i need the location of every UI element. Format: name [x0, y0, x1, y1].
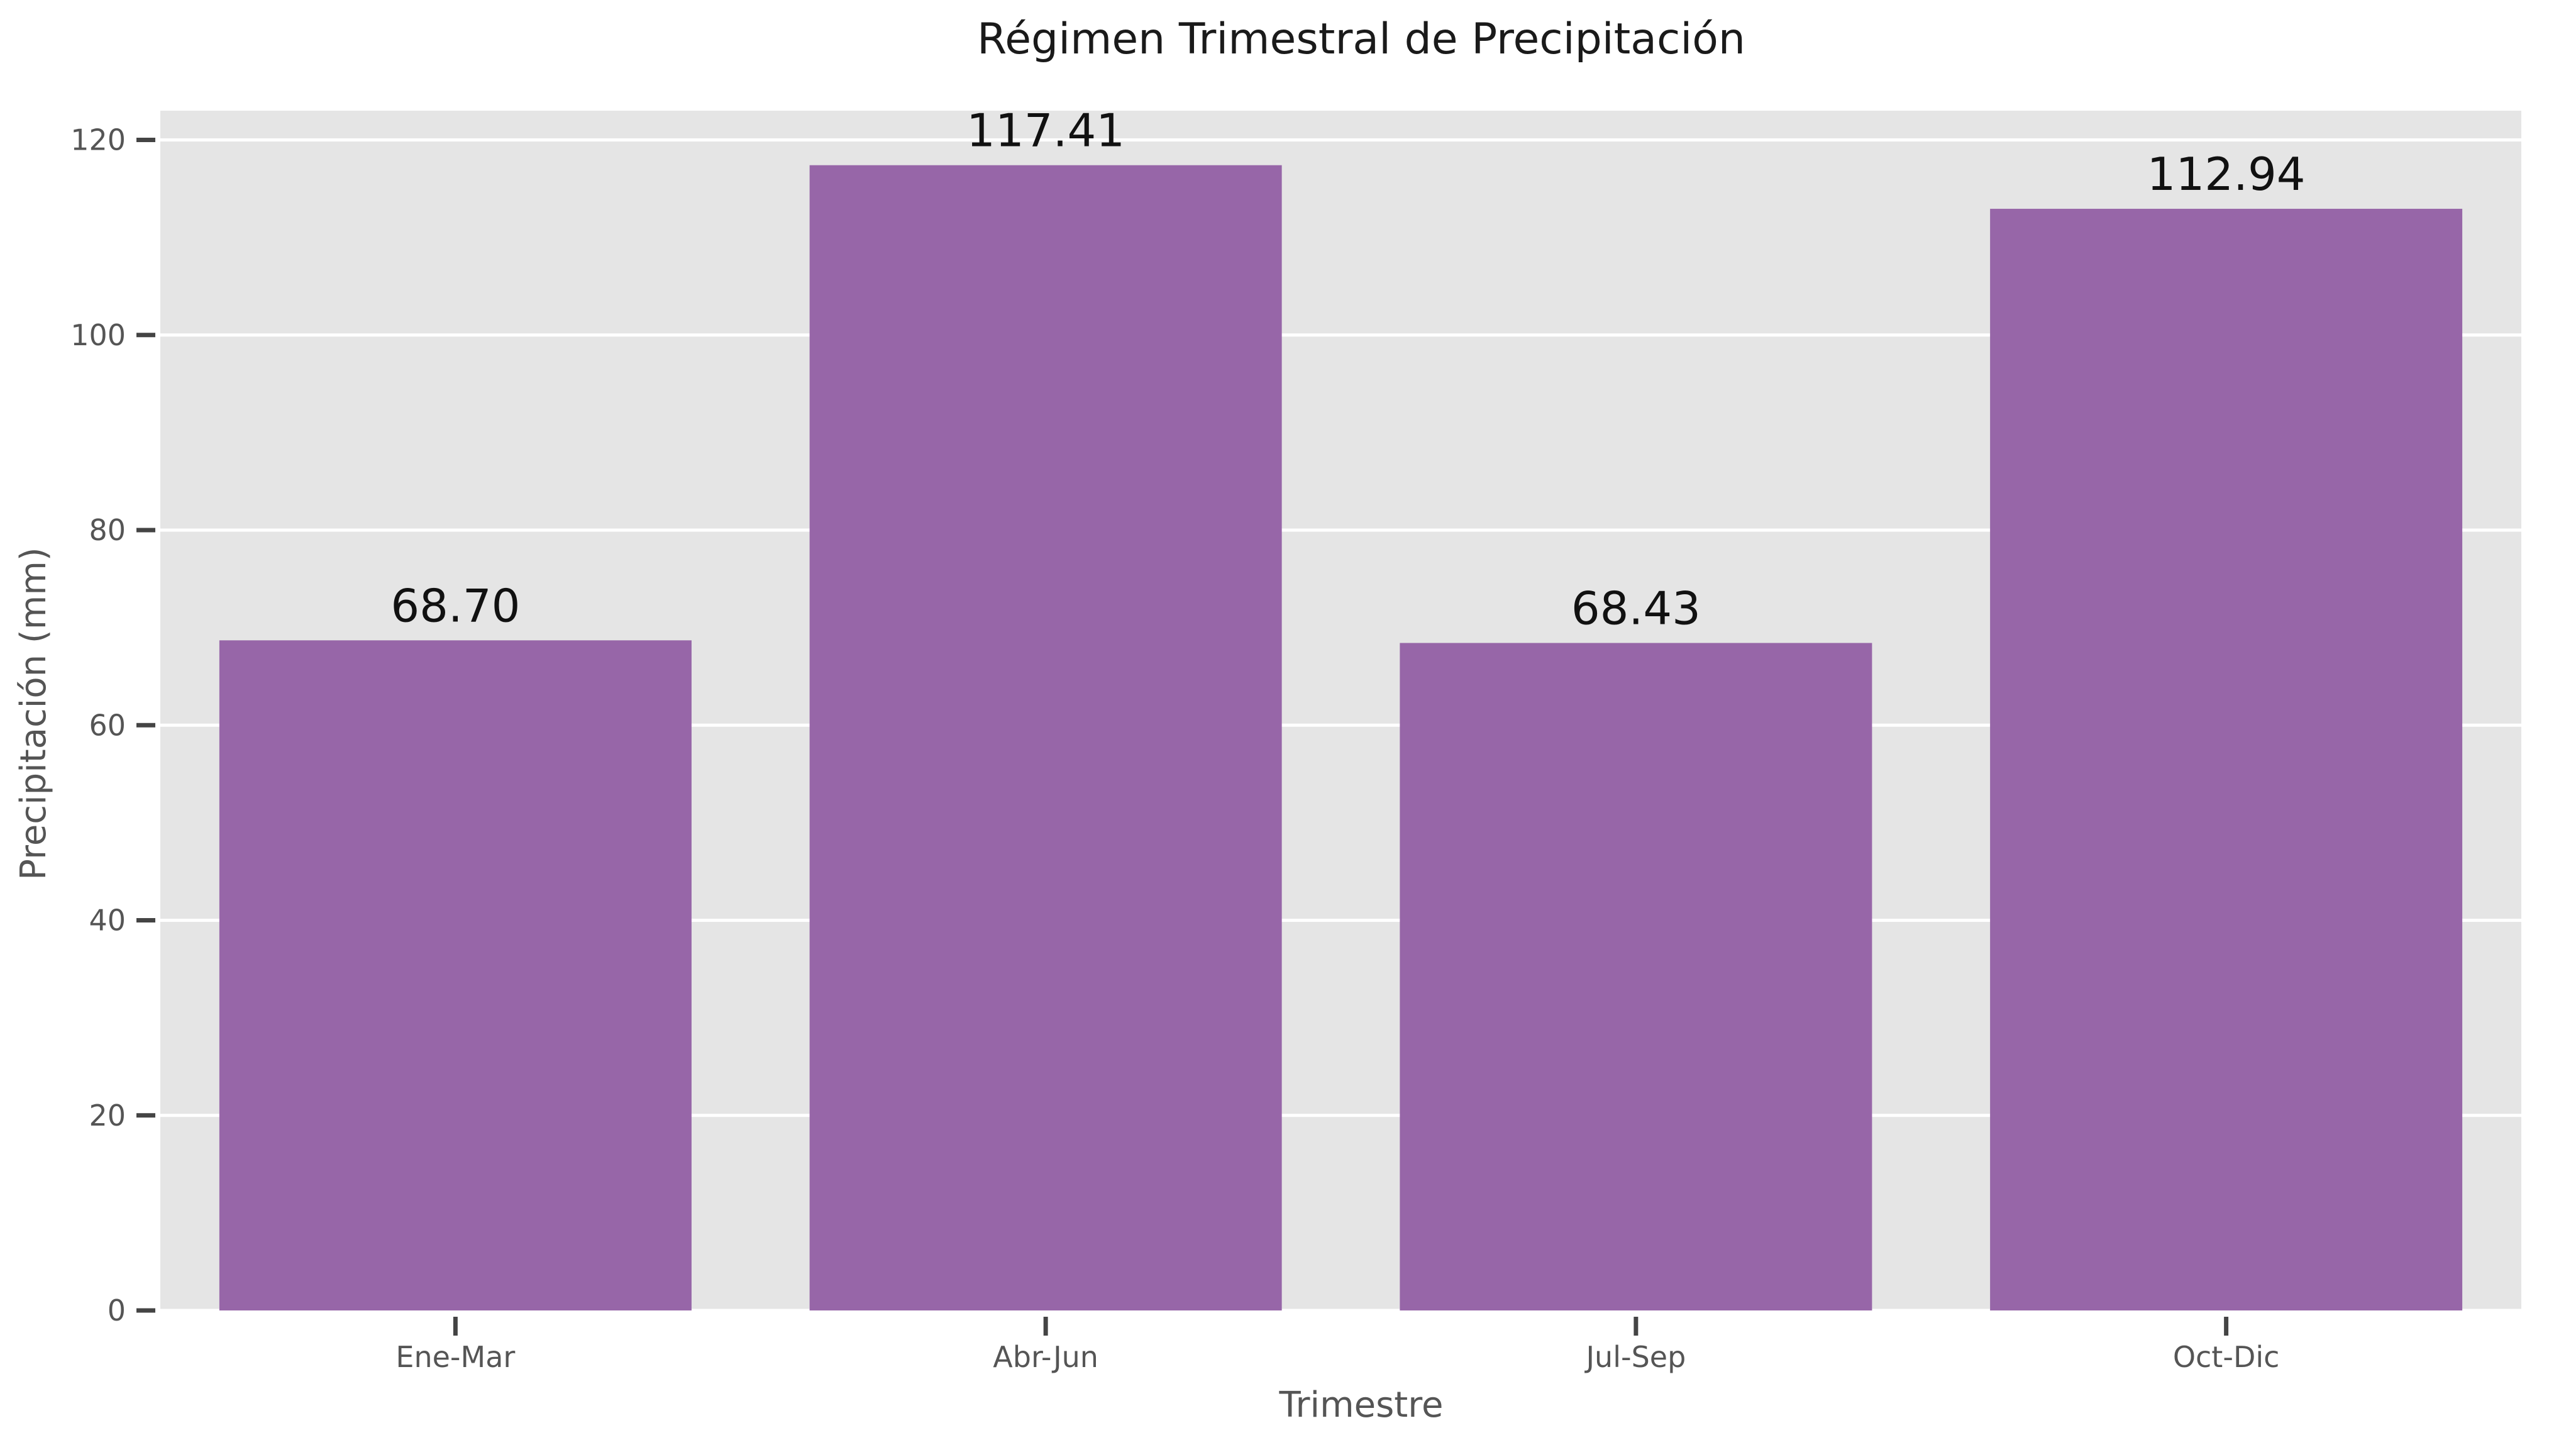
bar-value-label: 68.70	[390, 579, 520, 632]
x-tick-label: Oct-Dic	[2173, 1340, 2280, 1374]
x-axis: Ene-Mar Abr-Jun Jul-Sep Oct-Dic	[395, 1317, 2279, 1374]
data-labels: 68.70 117.41 68.43 112.94	[390, 104, 2305, 635]
bar	[1990, 209, 2463, 1310]
x-tick-label: Ene-Mar	[395, 1340, 515, 1374]
bar	[219, 640, 692, 1310]
y-tick-label: 0	[108, 1293, 126, 1327]
chart-title: Régimen Trimestral de Precipitación	[977, 14, 1745, 64]
x-tick-label: Jul-Sep	[1584, 1340, 1686, 1374]
bar-value-label: 117.41	[966, 104, 1125, 157]
bar	[809, 165, 1282, 1311]
y-tick-label: 80	[89, 513, 126, 547]
y-tick-label: 120	[70, 123, 126, 157]
bars	[219, 165, 2463, 1311]
x-axis-label: Trimestre	[1279, 1385, 1444, 1426]
y-tick-label: 40	[89, 904, 126, 938]
y-tick-label: 20	[89, 1099, 126, 1133]
y-tick-label: 60	[89, 708, 126, 742]
bar-value-label: 68.43	[1571, 582, 1701, 635]
bar-value-label: 112.94	[2147, 148, 2306, 201]
y-axis: 0 20 40 60 80 100 120	[70, 123, 155, 1327]
bar	[1400, 643, 1872, 1310]
x-tick-label: Abr-Jun	[993, 1340, 1098, 1374]
y-axis-label: Precipitación (mm)	[13, 547, 54, 880]
y-tick-label: 100	[70, 318, 126, 352]
